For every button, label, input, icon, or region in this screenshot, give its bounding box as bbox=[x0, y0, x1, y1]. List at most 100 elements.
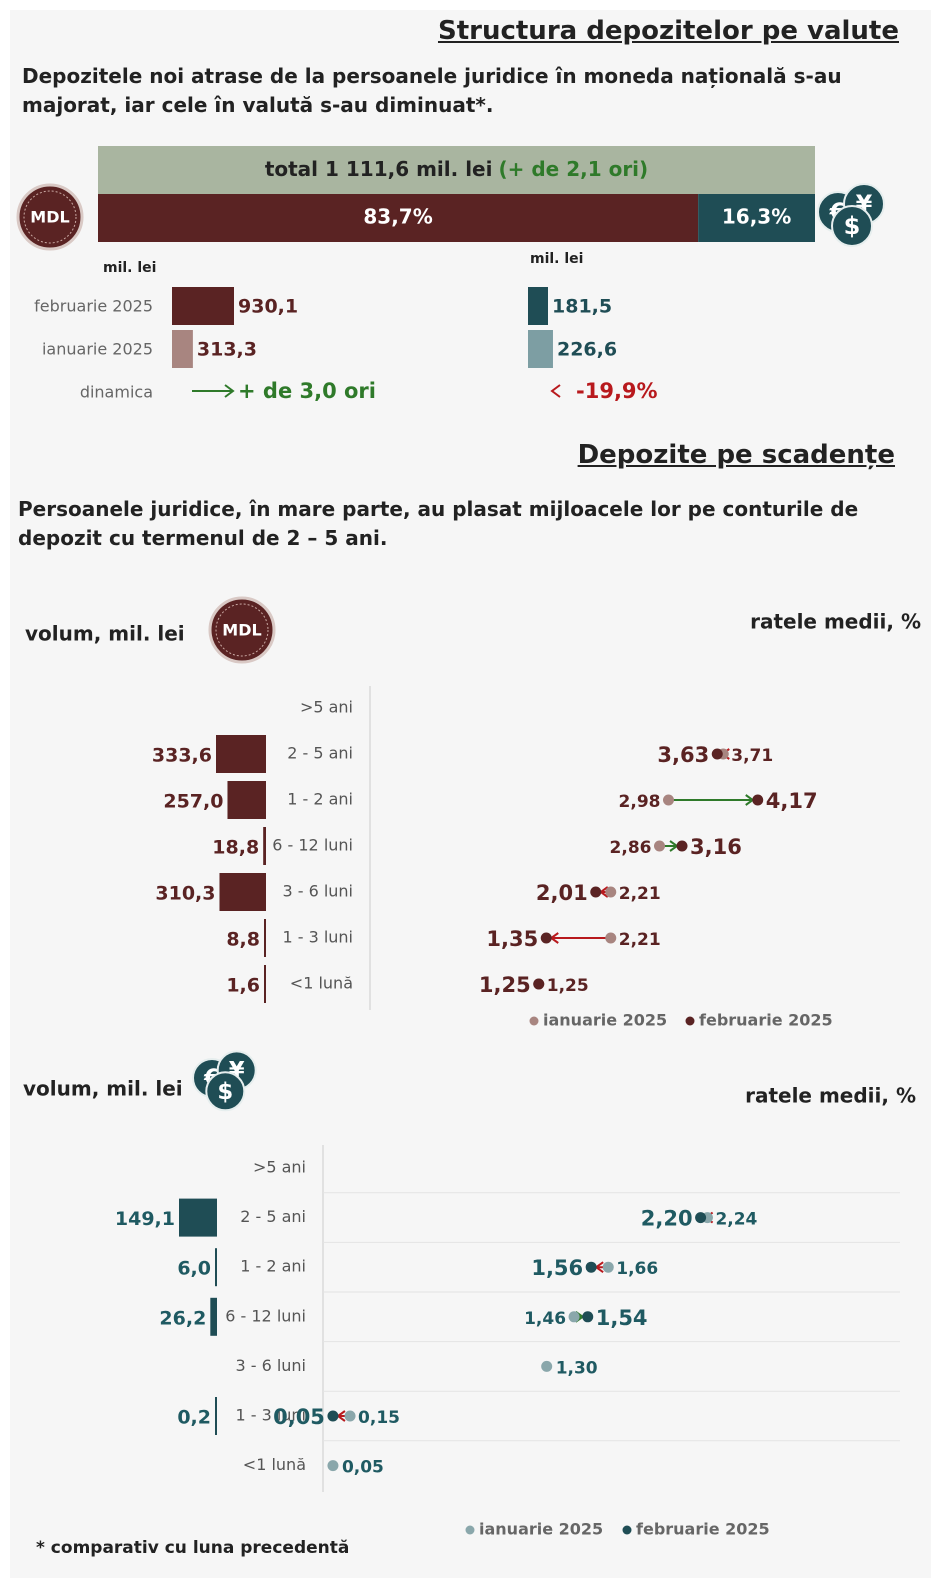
category-label: >5 ani bbox=[300, 698, 353, 717]
volume-value: 18,8 bbox=[212, 837, 259, 859]
period-bar bbox=[528, 330, 553, 368]
volume-value: 333,6 bbox=[152, 745, 212, 767]
rate-dot bbox=[590, 886, 602, 898]
category-label: 6 - 12 luni bbox=[272, 836, 353, 855]
rate-dot bbox=[540, 932, 552, 944]
volume-value: 8,8 bbox=[226, 929, 260, 951]
unit-label: mil. lei bbox=[530, 251, 583, 267]
share-label: 16,3% bbox=[722, 205, 791, 229]
dynamics-value: -19,9% bbox=[576, 379, 658, 403]
rate-label: 1,46 bbox=[524, 1309, 566, 1329]
rate-label: 1,30 bbox=[556, 1358, 598, 1378]
coin-symbol: $ bbox=[844, 212, 861, 240]
rate-dot bbox=[676, 840, 688, 852]
rate-label: 0,05 bbox=[342, 1458, 384, 1478]
rate-label: 1,66 bbox=[616, 1259, 658, 1279]
volume-value: 310,3 bbox=[155, 883, 215, 905]
volume-bar bbox=[264, 965, 266, 1003]
volume-bar bbox=[215, 1248, 217, 1287]
rate-label: 2,21 bbox=[619, 930, 661, 950]
coin-symbol: $ bbox=[217, 1079, 233, 1105]
volume-label: volum, mil. lei bbox=[23, 1077, 183, 1101]
rate-label: 3,71 bbox=[731, 746, 773, 766]
rate-dot bbox=[344, 1410, 356, 1422]
coin bbox=[205, 1071, 246, 1112]
category-label: 1 - 3 luni bbox=[282, 928, 353, 947]
rate-label: 2,24 bbox=[715, 1210, 757, 1230]
period-value: 181,5 bbox=[552, 296, 612, 318]
badge-text: MDL bbox=[30, 208, 69, 227]
rate-label: 2,98 bbox=[619, 792, 661, 812]
share-bar bbox=[98, 194, 699, 242]
category-label: 2 - 5 ani bbox=[287, 744, 353, 763]
volume-bar bbox=[227, 781, 266, 819]
rate-dot bbox=[654, 840, 665, 852]
period-value: 313,3 bbox=[197, 339, 257, 361]
volume-bar bbox=[210, 1297, 217, 1336]
arrow-up bbox=[192, 384, 235, 398]
category-label: 2 - 5 ani bbox=[240, 1207, 306, 1226]
badge bbox=[16, 183, 84, 251]
rate-dot bbox=[711, 748, 723, 760]
rate-label: 0,15 bbox=[358, 1408, 400, 1428]
volume-value: 0,2 bbox=[177, 1407, 211, 1429]
legend-label: ianuarie 2025 bbox=[479, 1520, 603, 1539]
rate-label: 2,01 bbox=[536, 881, 588, 905]
category-label: 3 - 6 luni bbox=[282, 882, 353, 901]
rate-dot bbox=[752, 794, 764, 806]
legend-dot bbox=[685, 1016, 695, 1026]
rates-label: ratele medii, % bbox=[745, 1084, 916, 1108]
dynamics-label: dinamica bbox=[80, 383, 153, 402]
rate-label: 2,21 bbox=[619, 884, 661, 904]
rates-label: ratele medii, % bbox=[750, 610, 921, 634]
rate-dot bbox=[695, 1212, 707, 1224]
section-subtitle: Persoanele juridice, în mare parte, au p… bbox=[18, 497, 859, 550]
volume-value: 1,6 bbox=[226, 975, 260, 997]
volume-bar bbox=[216, 735, 266, 773]
period-label: februarie 2025 bbox=[34, 297, 153, 316]
badge-ring bbox=[215, 603, 269, 657]
rate-label: 2,20 bbox=[641, 1207, 693, 1231]
legend-label: februarie 2025 bbox=[699, 1011, 833, 1030]
rate-dot bbox=[568, 1311, 580, 1323]
rate-label: 1,35 bbox=[486, 927, 538, 951]
rate-dot bbox=[585, 1261, 597, 1273]
badge-text: MDL bbox=[222, 621, 261, 640]
legend-dot bbox=[465, 1525, 475, 1535]
volume-value: 149,1 bbox=[115, 1208, 175, 1230]
period-bar bbox=[528, 287, 548, 325]
rate-dot bbox=[327, 1410, 339, 1422]
rate-label: 2,86 bbox=[610, 838, 652, 858]
total-change: (+ de 2,1 ori) bbox=[498, 157, 648, 181]
dynamics-value: + de 3,0 ori bbox=[238, 379, 376, 403]
panel bbox=[10, 10, 931, 1578]
rate-dot bbox=[605, 886, 617, 898]
total-value: total 1 111,6 mil. lei bbox=[265, 157, 493, 181]
subtitle: Depozitele noi atrase de la persoanele j… bbox=[22, 64, 842, 117]
volume-bar bbox=[215, 1397, 217, 1435]
volume-value: 26,2 bbox=[159, 1307, 206, 1329]
volume-value: 6,0 bbox=[177, 1258, 211, 1280]
arrow-down bbox=[550, 384, 561, 398]
badge-ring bbox=[23, 190, 77, 244]
rate-label: 1,25 bbox=[547, 976, 589, 996]
footnote: * comparativ cu luna precedentă bbox=[36, 1538, 350, 1558]
category-label: 1 - 2 ani bbox=[287, 790, 353, 809]
total-label: total 1 111,6 mil. lei (+ de 2,1 ori) bbox=[265, 157, 648, 181]
period-value: 226,6 bbox=[557, 339, 617, 361]
unit-label: mil. lei bbox=[103, 260, 156, 276]
rate-dot bbox=[605, 932, 617, 944]
period-bar bbox=[172, 330, 193, 368]
category-label: 1 - 3 luni bbox=[235, 1406, 306, 1425]
legend-dot bbox=[622, 1525, 632, 1535]
category-label: <1 lună bbox=[290, 974, 353, 993]
period-bar bbox=[172, 287, 234, 325]
title: Structura depozitelor pe valute bbox=[437, 16, 899, 46]
category-label: 6 - 12 luni bbox=[225, 1306, 306, 1325]
volume-bar bbox=[264, 919, 266, 957]
legend-label: ianuarie 2025 bbox=[543, 1011, 667, 1030]
section-title: Depozite pe scadențe bbox=[577, 440, 895, 470]
rate-dot bbox=[533, 978, 545, 990]
